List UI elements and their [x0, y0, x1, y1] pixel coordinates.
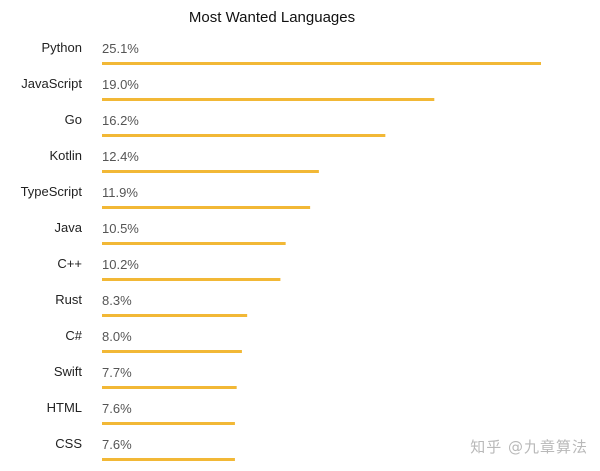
category-label: Kotlin	[49, 148, 82, 163]
bar-row-html: HTML 7.6%	[47, 400, 235, 425]
bar-row-kotlin: Kotlin 12.4%	[49, 148, 319, 173]
bar-row-javascript: JavaScript 19.0%	[21, 76, 435, 101]
value-label: 10.2%	[102, 257, 139, 272]
bar-row-swift: Swift 7.7%	[54, 364, 237, 389]
value-label: 8.3%	[102, 293, 132, 308]
bar-row-cplusplus: C++ 10.2%	[57, 256, 281, 281]
bar	[102, 350, 242, 353]
category-label: TypeScript	[21, 184, 83, 199]
bar	[102, 206, 311, 209]
bar-row-css: CSS 7.6%	[55, 436, 235, 461]
category-label: Python	[42, 40, 82, 55]
value-label: 8.0%	[102, 329, 132, 344]
watermark-text: 知乎 @九章算法	[470, 438, 588, 456]
bar	[102, 62, 541, 65]
bar	[102, 314, 248, 317]
bar	[102, 422, 235, 425]
value-label: 16.2%	[102, 113, 139, 128]
value-label: 10.5%	[102, 221, 139, 236]
category-label: Java	[55, 220, 83, 235]
bar	[102, 170, 319, 173]
bar	[102, 242, 286, 245]
bar	[102, 98, 435, 101]
category-label: Swift	[54, 364, 83, 379]
value-label: 7.6%	[102, 401, 132, 416]
value-label: 25.1%	[102, 41, 139, 56]
value-label: 11.9%	[102, 185, 138, 200]
category-label: C++	[57, 256, 82, 271]
bar-row-csharp: C# 8.0%	[65, 328, 242, 353]
category-label: HTML	[47, 400, 82, 415]
value-label: 7.7%	[102, 365, 132, 380]
bar-row-python: Python 25.1%	[42, 40, 541, 65]
category-label: C#	[65, 328, 82, 343]
bar-row-rust: Rust 8.3%	[55, 292, 248, 317]
category-label: Rust	[55, 292, 82, 307]
category-label: JavaScript	[21, 76, 82, 91]
category-label: Go	[65, 112, 82, 127]
value-label: 12.4%	[102, 149, 139, 164]
bar	[102, 134, 386, 137]
bar-row-go: Go 16.2%	[65, 112, 386, 137]
bar	[102, 278, 281, 281]
bar	[102, 458, 235, 461]
value-label: 7.6%	[102, 437, 132, 452]
bar	[102, 386, 237, 389]
bar-row-java: Java 10.5%	[55, 220, 286, 245]
value-label: 19.0%	[102, 77, 139, 92]
category-label: CSS	[55, 436, 82, 451]
chart-title: Most Wanted Languages	[188, 9, 356, 26]
bar-row-typescript: TypeScript 11.9%	[21, 184, 311, 209]
